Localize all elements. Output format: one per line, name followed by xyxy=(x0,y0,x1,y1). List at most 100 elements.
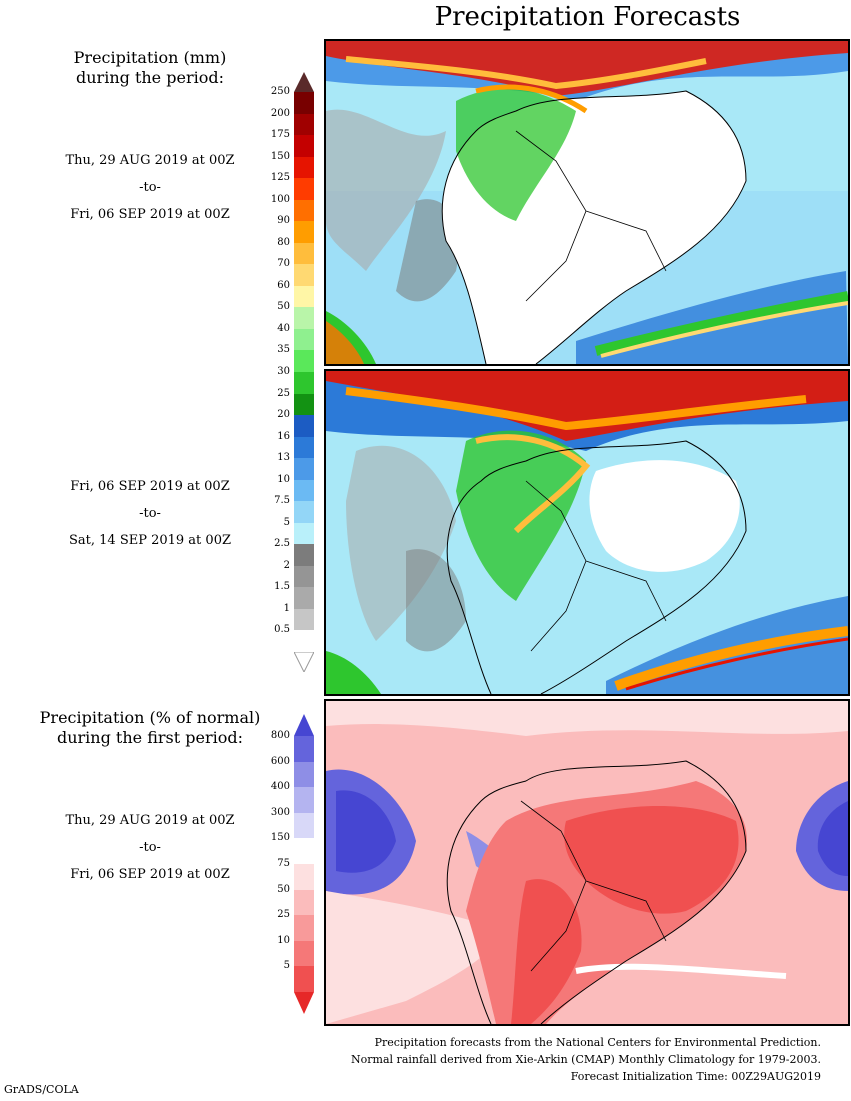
period1-dates: Thu, 29 AUG 2019 at 00Z -to- Fri, 06 SEP… xyxy=(40,153,260,222)
colorbar-label: 1 xyxy=(283,602,290,614)
colorbar-segment xyxy=(294,113,314,136)
colorbar-segment xyxy=(294,565,314,588)
period2-to-word: -to- xyxy=(139,506,161,521)
footer-line3: Forecast Initialization Time: 00Z29AUG20… xyxy=(570,1070,821,1083)
colorbar-label: 35 xyxy=(277,344,290,356)
colorbar-segment xyxy=(294,458,314,480)
period3-until: Fri, 06 SEP 2019 at 00Z xyxy=(70,867,230,882)
colorbar-label: 80 xyxy=(277,236,290,248)
colorbar-segment xyxy=(294,479,314,502)
colorbar-label: 175 xyxy=(270,129,290,141)
colorbar-label: 10 xyxy=(277,934,290,946)
anomaly-map-graphic xyxy=(326,701,848,1024)
colorbar-label: 60 xyxy=(277,279,290,291)
colorbar-segment xyxy=(294,630,314,652)
colorbar-label: 40 xyxy=(277,322,290,334)
colorbar-label: 2 xyxy=(283,559,290,571)
period2-dates: Fri, 06 SEP 2019 at 00Z -to- Sat, 14 SEP… xyxy=(40,479,260,548)
colorbar-segment xyxy=(294,372,314,394)
grads-credit: GrADS/COLA xyxy=(4,1083,79,1096)
colorbar-segment xyxy=(294,889,314,916)
colorbar-segment xyxy=(294,544,314,566)
precip-map-period2 xyxy=(324,369,850,696)
precip-legend-title-line2: during the period: xyxy=(76,68,224,87)
period2-from: Fri, 06 SEP 2019 at 00Z xyxy=(70,479,230,494)
colorbar-segment xyxy=(294,199,314,222)
colorbar-label: 20 xyxy=(277,409,290,421)
colorbar-label: 1.5 xyxy=(274,581,290,593)
colorbar-label: 25 xyxy=(277,909,290,921)
colorbar-label: 600 xyxy=(270,755,290,767)
precip-bar-bottom-arrow-outline xyxy=(294,652,314,672)
colorbar-segment xyxy=(294,787,314,813)
anomaly-legend-title-line1: Precipitation (% of normal) xyxy=(39,708,261,727)
colorbar-segment xyxy=(294,501,314,523)
colorbar-segment xyxy=(294,285,314,308)
colorbar-label: 25 xyxy=(277,387,290,399)
colorbar-segment xyxy=(294,328,314,351)
anom-bar-bottom-arrow xyxy=(294,992,314,1014)
colorbar-label: 75 xyxy=(277,858,290,869)
colorbar-segment xyxy=(294,838,314,864)
period1-to-word: -to- xyxy=(139,180,161,195)
colorbar-segment xyxy=(294,393,314,416)
period3-to-word: -to- xyxy=(139,840,161,855)
colorbar-segment xyxy=(294,736,314,762)
period1-from: Thu, 29 AUG 2019 at 00Z xyxy=(65,153,235,168)
colorbar-label: 250 xyxy=(270,86,290,97)
colorbar-label: 16 xyxy=(277,430,290,442)
colorbar-label: 5 xyxy=(283,516,290,528)
colorbar-segment xyxy=(294,436,314,459)
colorbar-segment xyxy=(294,178,314,200)
colorbar-segment xyxy=(294,242,314,265)
precip-map-period1 xyxy=(324,39,850,366)
colorbar-label: 50 xyxy=(277,301,290,313)
precip-map-period2-graphic xyxy=(326,371,848,694)
colorbar-label: 300 xyxy=(270,806,290,818)
colorbar-segment xyxy=(294,608,314,631)
anomaly-map xyxy=(324,699,850,1026)
colorbar-segment xyxy=(294,350,314,372)
colorbar-label: 10 xyxy=(277,473,290,485)
colorbar-segment xyxy=(294,92,314,114)
colorbar-segment xyxy=(294,915,314,941)
colorbar-segment xyxy=(294,864,314,890)
colorbar-label: 0.5 xyxy=(274,624,290,636)
page-title: Precipitation Forecasts xyxy=(434,2,741,32)
precip-bar-top-arrow xyxy=(294,72,314,92)
colorbar-segment xyxy=(294,966,314,992)
anomaly-legend-title-line2: during the first period: xyxy=(56,728,244,747)
footer-line1: Precipitation forecasts from the Nationa… xyxy=(374,1036,821,1049)
anomaly-legend-title: Precipitation (% of normal) during the f… xyxy=(30,708,270,748)
colorbar-label: 2.5 xyxy=(274,538,290,550)
colorbar-label: 50 xyxy=(277,883,290,895)
colorbar-segment xyxy=(294,135,314,157)
period2-until: Sat, 14 SEP 2019 at 00Z xyxy=(69,533,231,548)
colorbar-segment xyxy=(294,587,314,609)
colorbar-segment xyxy=(294,221,314,243)
colorbar-segment xyxy=(294,415,314,437)
colorbar-segment xyxy=(294,156,314,179)
colorbar-label: 400 xyxy=(270,781,290,793)
colorbar-label: 800 xyxy=(270,730,290,741)
colorbar-label: 90 xyxy=(277,215,290,227)
colorbar-label: 100 xyxy=(270,193,290,205)
period3-dates: Thu, 29 AUG 2019 at 00Z -to- Fri, 06 SEP… xyxy=(40,813,260,882)
colorbar-label: 30 xyxy=(277,366,290,377)
colorbar-label: 7.5 xyxy=(274,495,290,507)
precip-map-period1-graphic xyxy=(326,41,848,364)
colorbar-label: 150 xyxy=(270,832,290,844)
footer-line2: Normal rainfall derived from Xie-Arkin (… xyxy=(351,1053,821,1066)
colorbar-segment xyxy=(294,761,314,788)
colorbar-label: 200 xyxy=(270,107,290,119)
colorbar-segment xyxy=(294,812,314,839)
colorbar-segment xyxy=(294,307,314,329)
colorbar-segment xyxy=(294,522,314,545)
colorbar-label: 150 xyxy=(270,150,290,162)
precip-colorbar: 250 200 175 150 125 100 90 80 70 60 50 40 35 30 25 20 16… xyxy=(262,72,322,672)
precip-legend-title: Precipitation (mm) during the period: xyxy=(40,48,260,88)
period1-until: Fri, 06 SEP 2019 at 00Z xyxy=(70,207,230,222)
colorbar-label: 70 xyxy=(277,258,290,270)
colorbar-label: 13 xyxy=(277,452,290,464)
colorbar-label: 125 xyxy=(270,172,290,184)
